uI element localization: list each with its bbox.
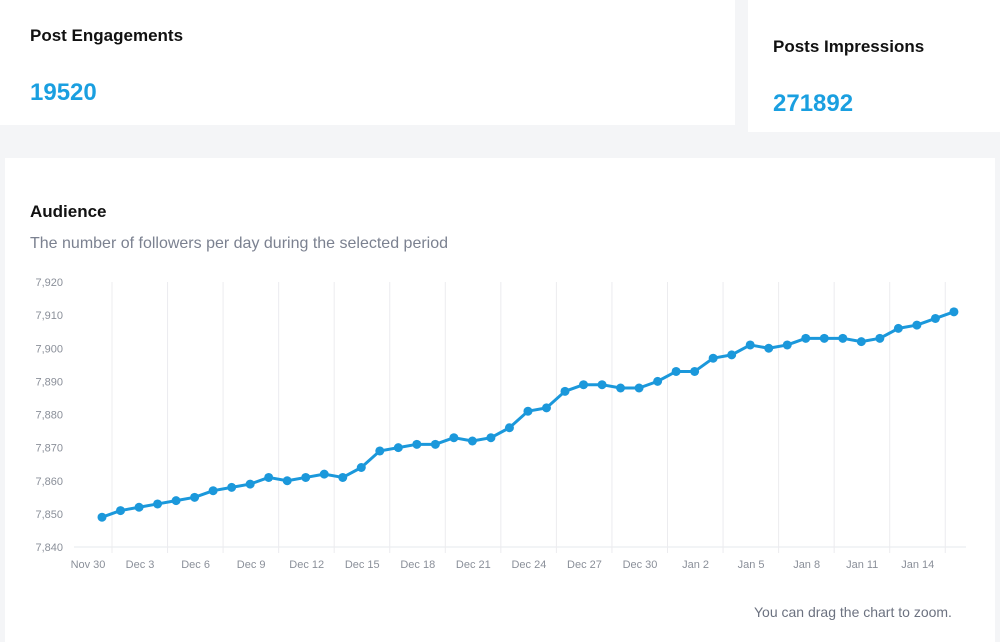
- x-tick-label: Dec 27: [567, 559, 602, 571]
- data-point: [393, 443, 403, 453]
- data-point: [171, 496, 181, 506]
- x-tick-label: Jan 11: [846, 559, 878, 571]
- card-title: Posts Impressions: [773, 37, 925, 56]
- data-point: [245, 479, 255, 489]
- data-point: [319, 469, 329, 479]
- x-tick-label: Dec 6: [181, 559, 210, 571]
- x-tick-label: Dec 12: [289, 559, 324, 571]
- data-point: [856, 337, 866, 347]
- audience-subtitle: The number of followers per day during t…: [30, 235, 449, 252]
- data-point: [671, 366, 681, 376]
- data-point: [838, 333, 848, 343]
- data-point: [690, 366, 700, 376]
- data-point: [430, 439, 440, 449]
- x-tick-label: Dec 21: [456, 559, 491, 571]
- y-tick-label: 7,850: [35, 509, 63, 521]
- y-tick-label: 7,900: [35, 343, 63, 355]
- x-tick-label: Dec 24: [511, 559, 546, 571]
- y-tick-label: 7,840: [35, 542, 63, 554]
- audience-card: Audience The number of followers per day…: [5, 158, 995, 642]
- data-point: [782, 340, 792, 350]
- audience-title: Audience: [30, 202, 107, 221]
- data-point: [375, 446, 385, 456]
- data-point: [727, 350, 737, 360]
- data-point: [523, 406, 533, 416]
- data-point: [893, 323, 903, 333]
- x-tick-label: Dec 18: [400, 559, 435, 571]
- card-title: Post Engagements: [30, 26, 184, 45]
- data-point: [134, 502, 144, 512]
- data-point: [930, 313, 940, 323]
- data-point: [819, 333, 829, 343]
- data-point: [597, 380, 607, 390]
- data-point: [282, 476, 292, 486]
- y-tick-label: 7,870: [35, 443, 63, 455]
- data-point: [579, 380, 589, 390]
- x-tick-label: Dec 3: [126, 559, 155, 571]
- data-point: [745, 340, 755, 350]
- data-point: [116, 506, 126, 516]
- y-tick-label: 7,890: [35, 376, 63, 388]
- data-point: [301, 472, 311, 482]
- data-point: [97, 512, 107, 522]
- card-value: 19520: [30, 79, 97, 106]
- zoom-hint: You can drag the chart to zoom.: [754, 604, 952, 620]
- data-point: [616, 383, 626, 393]
- data-point: [208, 486, 218, 496]
- x-tick-label: Jan 8: [793, 559, 820, 571]
- data-point: [190, 492, 200, 502]
- data-point: [653, 376, 663, 386]
- data-point: [801, 333, 811, 343]
- x-tick-label: Dec 9: [237, 559, 266, 571]
- y-tick-label: 7,880: [35, 410, 63, 422]
- data-point: [504, 423, 514, 433]
- x-tick-label: Nov 30: [71, 559, 106, 571]
- y-tick-label: 7,860: [35, 476, 63, 488]
- data-point: [338, 472, 348, 482]
- data-point: [227, 482, 237, 492]
- data-point: [912, 320, 922, 330]
- data-point: [467, 436, 477, 446]
- x-tick-label: Jan 5: [738, 559, 765, 571]
- data-point: [875, 333, 885, 343]
- post-engagements-card: Post Engagements 19520: [0, 0, 735, 125]
- posts-impressions-card: Posts Impressions 271892: [748, 0, 1000, 132]
- x-tick-label: Jan 14: [901, 559, 934, 571]
- y-tick-label: 7,910: [35, 310, 63, 322]
- data-point: [708, 353, 718, 363]
- data-point: [412, 439, 422, 449]
- y-tick-label: 7,920: [35, 277, 63, 289]
- data-point: [764, 343, 774, 353]
- data-point: [356, 463, 366, 472]
- data-point: [634, 383, 644, 393]
- data-point: [449, 433, 459, 443]
- x-tick-label: Dec 30: [623, 559, 658, 571]
- card-value: 271892: [773, 90, 854, 117]
- data-point: [541, 403, 551, 413]
- x-tick-label: Dec 15: [345, 559, 380, 571]
- data-point: [153, 499, 163, 509]
- x-tick-label: Jan 2: [682, 559, 709, 571]
- data-point: [486, 433, 496, 443]
- data-point: [264, 472, 274, 482]
- data-point: [560, 386, 570, 396]
- data-point: [949, 307, 959, 317]
